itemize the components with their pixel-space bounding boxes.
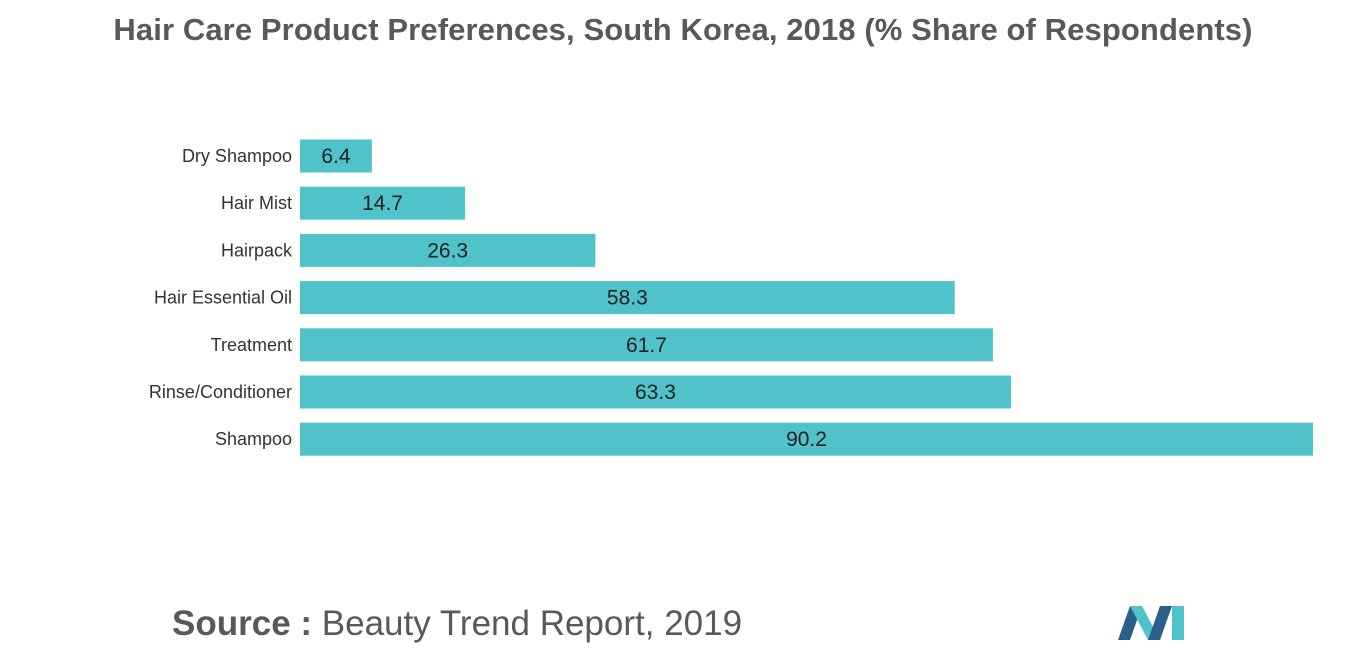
value-label: 58.3 [607,287,648,310]
bar-hair-essential-oil [300,281,955,315]
source-note: Source : Beauty Trend Report, 2019 [172,604,742,644]
value-label: 90.2 [786,428,827,451]
category-label: Shampoo [215,429,292,449]
bar-hair-mist [300,186,466,220]
bar-treatment [300,328,993,362]
category-label: Hair Mist [221,193,292,213]
value-label: 6.4 [321,145,351,168]
value-label: 61.7 [626,334,667,357]
source-text: Beauty Trend Report, 2019 [321,604,743,643]
category-label: Dry Shampoo [182,146,292,166]
value-label: 14.7 [362,192,403,215]
chart-title: Hair Care Product Preferences, South Kor… [113,12,1253,47]
bar-dry-shampoo [300,139,372,173]
value-label: 63.3 [635,381,676,404]
bar-rinse-conditioner [300,375,1011,409]
brand-logo-icon [1118,606,1184,640]
category-label: Hair Essential Oil [154,288,292,308]
category-label: Rinse/Conditioner [149,382,292,402]
source-label: Source : [172,604,313,643]
category-label: Hairpack [221,240,293,260]
bar-shampoo [300,422,1313,456]
bar-hairpack [300,233,596,267]
value-label: 26.3 [427,239,468,262]
category-label: Treatment [211,335,292,355]
